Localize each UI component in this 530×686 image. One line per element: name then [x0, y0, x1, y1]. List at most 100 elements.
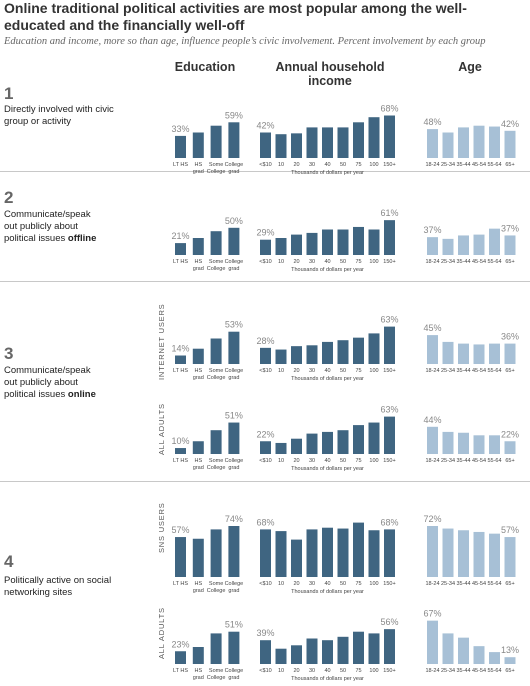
- tick-label-online-internet-income-4: 40: [324, 368, 330, 374]
- bar-civic-group-income-2: [291, 133, 302, 158]
- tick-label-online-all-income-6: 75: [355, 458, 361, 464]
- tick-label-civic-group-income-8: 150+: [383, 162, 395, 168]
- bar-sns-all-income-4: [322, 640, 333, 664]
- tick-label-sns-users-education-0: LT HS: [173, 581, 188, 587]
- tick-label-online-all-income-2: 20: [293, 458, 299, 464]
- bar-sns-all-age-3: [473, 646, 485, 664]
- bar-offline-education-2: [210, 231, 222, 255]
- tick-label-online-internet-age-4: 55-64: [487, 368, 501, 374]
- bar-offline-age-2: [458, 235, 469, 255]
- bar-sns-all-income-1: [275, 648, 287, 664]
- tick-label-online-all-education-3: College: [225, 458, 244, 464]
- tick-label-offline-income-5: 50: [340, 259, 346, 265]
- tick-label-civic-group-age-3: 45-54: [472, 162, 486, 168]
- tick-label-sns-all-age-5: 65+: [505, 668, 514, 674]
- tick-label-offline-income-2: 20: [293, 259, 299, 265]
- data-label-online-internet-income-0: 28%: [256, 336, 274, 346]
- tick-label-sns-all-income-1: 10: [278, 668, 284, 674]
- bar-online-internet-age-4: [489, 343, 500, 364]
- bar-civic-group-age-5: [504, 130, 516, 158]
- tick-label-offline-education-2: Some: [209, 259, 223, 265]
- bar-sns-users-age-4: [489, 533, 500, 577]
- bar-sns-all-income-7: [368, 633, 380, 664]
- bar-online-internet-age-3: [473, 344, 485, 364]
- data-label-offline-income-8: 61%: [380, 208, 398, 218]
- bar-civic-group-age-3: [473, 125, 485, 158]
- tick-label-online-all-age-1: 25-34: [441, 458, 455, 464]
- tick-label-sns-users-education-1: grad: [193, 588, 204, 594]
- bar-online-all-education-2: [210, 430, 222, 454]
- bar-online-all-education-3: [228, 422, 240, 454]
- tick-label-online-internet-income-8: 150+: [383, 368, 395, 374]
- bar-sns-users-income-8: [384, 529, 395, 577]
- bar-sns-users-age-1: [442, 528, 454, 577]
- tick-label-online-internet-age-5: 65+: [505, 368, 514, 374]
- data-label-civic-group-age-0: 48%: [423, 117, 441, 127]
- bar-offline-age-4: [489, 228, 500, 255]
- bar-online-internet-income-1: [275, 349, 287, 364]
- tick-label-civic-group-income-4: 40: [324, 162, 330, 168]
- data-label-online-all-education-3: 51%: [225, 411, 243, 421]
- row-number-4: 4: [4, 552, 14, 571]
- tick-label-online-all-income-7: 100: [369, 458, 378, 464]
- tick-label-online-internet-age-1: 25-34: [441, 368, 455, 374]
- data-label-offline-education-3: 50%: [225, 216, 243, 226]
- tick-label-sns-users-education-2: Some: [209, 581, 223, 587]
- bar-online-internet-age-1: [442, 341, 454, 364]
- tick-label-civic-group-age-2: 35-44: [456, 162, 470, 168]
- axis-title-sns-all-income: Thousands of dollars per year: [291, 676, 364, 682]
- data-label-online-internet-income-8: 63%: [380, 315, 398, 325]
- tick-label-sns-all-education-1: HS: [194, 668, 202, 674]
- tick-label-sns-all-education-1: grad: [193, 675, 204, 681]
- tick-label-online-all-income-1: 10: [278, 458, 284, 464]
- tick-label-offline-education-0: LT HS: [173, 259, 188, 265]
- tick-label-offline-age-0: 18-24: [425, 259, 439, 265]
- bar-sns-users-income-6: [353, 522, 364, 577]
- tick-label-offline-education-1: HS: [194, 259, 202, 265]
- bar-sns-users-age-2: [458, 530, 469, 577]
- row-label-1: Directly involved with civic group or ac…: [4, 104, 114, 127]
- data-label-offline-income-0: 29%: [256, 228, 274, 238]
- tick-label-online-internet-income-7: 100: [369, 368, 378, 374]
- row-number-1: 1: [4, 84, 14, 103]
- tick-label-civic-group-education-2: Some: [209, 162, 223, 168]
- tick-label-civic-group-income-7: 100: [369, 162, 378, 168]
- bar-online-internet-income-2: [291, 346, 302, 364]
- chart-subtitle: Education and income, more so than age, …: [4, 36, 486, 47]
- bar-online-internet-education-1: [192, 348, 204, 364]
- axis-title-civic-group-income: Thousands of dollars per year: [291, 170, 364, 176]
- tick-label-online-all-age-0: 18-24: [425, 458, 439, 464]
- bar-offline-education-0: [175, 243, 186, 255]
- tick-label-sns-users-age-0: 18-24: [425, 581, 439, 587]
- data-label-sns-users-education-0: 57%: [171, 525, 189, 535]
- tick-label-civic-group-education-1: HS: [194, 162, 202, 168]
- chart-title: Online traditional political activities …: [4, 0, 467, 33]
- data-label-civic-group-income-8: 68%: [380, 104, 398, 114]
- tick-label-sns-all-age-3: 45-54: [472, 668, 486, 674]
- column-header-age: Age: [458, 60, 482, 74]
- tick-label-sns-users-income-2: 20: [293, 581, 299, 587]
- tick-label-offline-education-3: grad: [228, 266, 239, 272]
- tick-label-sns-all-income-4: 40: [324, 668, 330, 674]
- bar-online-all-age-3: [473, 435, 485, 454]
- tick-label-online-internet-education-1: grad: [193, 375, 204, 381]
- tick-label-civic-group-income-5: 50: [340, 162, 346, 168]
- bar-sns-all-income-5: [337, 636, 349, 664]
- bar-sns-users-age-3: [473, 531, 485, 577]
- tick-label-civic-group-age-5: 65+: [505, 162, 514, 168]
- data-label-sns-users-age-0: 72%: [423, 514, 441, 524]
- bar-sns-all-age-1: [442, 633, 454, 664]
- data-label-sns-all-income-8: 56%: [380, 617, 398, 627]
- bar-offline-income-4: [322, 229, 333, 255]
- tick-label-online-internet-age-3: 45-54: [472, 368, 486, 374]
- tick-label-online-all-income-8: 150+: [383, 458, 395, 464]
- bar-civic-group-age-1: [442, 132, 454, 158]
- bar-civic-group-income-5: [337, 127, 349, 158]
- tick-label-sns-users-age-2: 35-44: [456, 581, 470, 587]
- bar-civic-group-income-3: [306, 127, 318, 158]
- bar-sns-all-education-2: [210, 633, 222, 664]
- data-label-civic-group-education-0: 33%: [171, 124, 189, 134]
- bar-sns-users-education-1: [192, 538, 204, 577]
- bar-sns-users-age-5: [504, 537, 516, 577]
- bar-online-internet-income-3: [306, 345, 318, 364]
